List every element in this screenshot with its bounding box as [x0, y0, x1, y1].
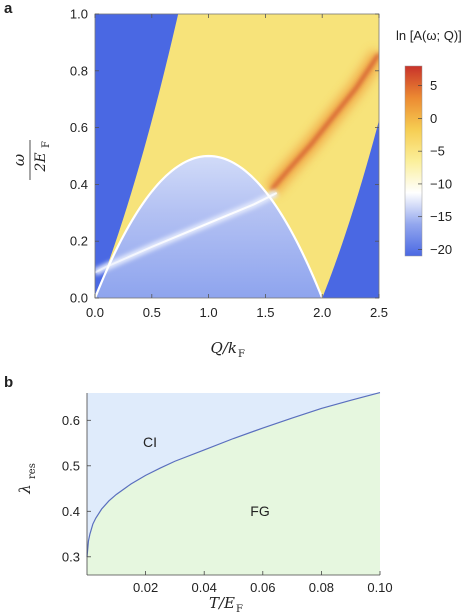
x-tick-label: 0.10 — [367, 580, 392, 595]
panel-a-label: a — [4, 0, 13, 17]
region-fg — [87, 392, 380, 575]
y-tick-label: 0.8 — [70, 63, 88, 78]
panel-a-x-ticks: 0.0 0.5 1.0 1.5 2.0 2.5 — [86, 14, 388, 320]
colorbar — [404, 65, 423, 257]
x-tick-label: 1.5 — [256, 305, 274, 320]
y-tick-label: 0.6 — [62, 413, 80, 428]
panel-b-x-ticks: 0.02 0.04 0.06 0.08 0.10 — [133, 571, 393, 595]
y-tick-label: 0.2 — [70, 234, 88, 249]
panel-b-label: b — [4, 374, 13, 391]
panel-b-y-ticks: 0.3 0.4 0.5 0.6 — [62, 413, 91, 564]
y-tick-label: 0.0 — [70, 291, 88, 306]
panel-b-xlabel: T/E — [209, 594, 235, 612]
x-tick-label: 0.0 — [86, 305, 104, 320]
y-tick-label: 0.5 — [62, 458, 80, 473]
panel-a-ylabel: ω 2E F — [10, 140, 52, 180]
x-tick-label: 2.5 — [370, 305, 388, 320]
x-tick-label: 0.5 — [143, 305, 161, 320]
boundary-curve — [95, 154, 324, 298]
panel-a-xlabel-sub: F — [238, 349, 245, 360]
panel-a-frame — [94, 13, 380, 299]
x-tick-label: 0.06 — [250, 580, 275, 595]
colorbar-tick-label: 5 — [430, 78, 437, 93]
svg-text:2E: 2E — [33, 152, 49, 172]
phase-boundary-line — [86, 391, 381, 557]
colorbar-tick-label: −20 — [430, 242, 452, 257]
resonance-line-upper — [269, 52, 379, 192]
panel-a-y-ticks: 0.0 0.2 0.4 0.6 0.8 1.0 — [70, 7, 379, 306]
svg-text:F: F — [41, 141, 52, 148]
x-tick-label: 2.0 — [313, 305, 331, 320]
panel-a-plot: 0.0 0.5 1.0 1.5 2.0 2.5 0.0 0.2 0.4 0.6 0.8 1.0 — [70, 7, 388, 321]
colorbar-tick-label: −15 — [430, 209, 452, 224]
x-tick-label: 0.08 — [309, 580, 334, 595]
panel-b-xlabel-sub: F — [236, 604, 243, 614]
panel-a-xlabel: Q/k — [211, 339, 237, 357]
panel-b-plot: 0.02 0.04 0.06 0.08 0.10 0.3 0.4 0.5 0.6 CI FG — [62, 391, 393, 595]
y-tick-label: 0.3 — [62, 549, 80, 564]
svg-text:ω: ω — [10, 154, 28, 166]
colorbar-tick-label: −5 — [430, 144, 445, 159]
svg-text:res: res — [27, 463, 38, 479]
x-tick-label: 0.02 — [133, 580, 158, 595]
colorbar-tick-label: −10 — [430, 176, 452, 191]
y-tick-label: 1.0 — [70, 7, 88, 22]
colorbar-tick-label: 0 — [430, 111, 437, 126]
region-ci — [87, 392, 380, 557]
panel-b-ylabel: λ res — [16, 463, 38, 495]
x-tick-label: 1.0 — [200, 305, 218, 320]
y-tick-label: 0.6 — [70, 120, 88, 135]
region-fg-label: FG — [250, 503, 269, 519]
region-ci-label: CI — [143, 434, 157, 450]
y-tick-label: 0.4 — [70, 177, 88, 192]
y-tick-label: 0.4 — [62, 504, 80, 519]
colorbar-title: ln [A(ω; Q)] — [396, 28, 462, 43]
colorbar-ticks: 5 0 −5 −10 −15 −20 — [418, 78, 452, 257]
x-tick-label: 0.04 — [192, 580, 217, 595]
svg-text:λ: λ — [16, 484, 34, 495]
